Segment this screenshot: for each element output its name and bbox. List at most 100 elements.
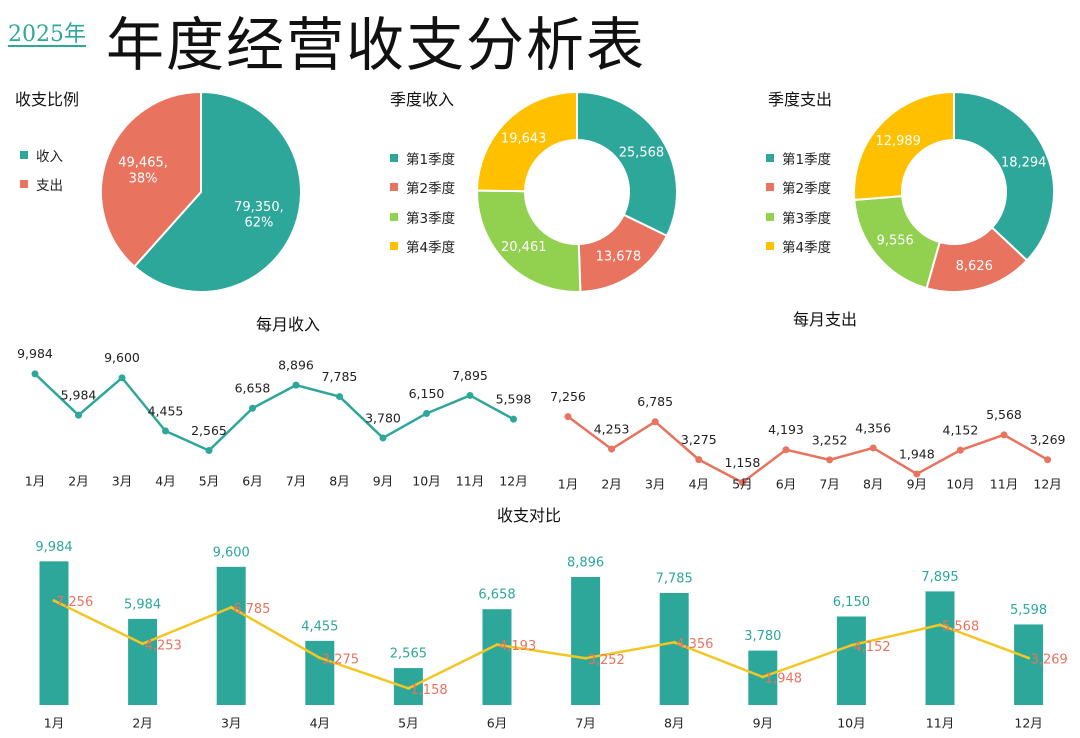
legend-item-q3: 第3季度	[390, 202, 455, 232]
compare-bar-11	[925, 591, 955, 705]
compare-x-tick-6: 6月	[487, 715, 507, 730]
m_expense-data-label-1: 7,256	[550, 389, 586, 404]
m_expense-x-tick-5: 5月	[732, 476, 752, 491]
m_expense-point-4	[695, 456, 703, 464]
legend-label: 第4季度	[406, 240, 456, 257]
m_expense-point-8	[869, 444, 877, 452]
m_income-x-tick-9: 9月	[373, 473, 393, 488]
compare-bar-label-11: 7,895	[921, 570, 958, 585]
legend-item-expense: 支出	[20, 170, 63, 200]
m_income-point-9	[379, 434, 387, 442]
legend-swatch	[390, 183, 398, 192]
m_expense-point-12	[1044, 456, 1052, 464]
compare-x-tick-5: 5月	[398, 715, 418, 730]
m_expense-data-label-5: 1,158	[725, 455, 761, 470]
compare-bar-label-12: 5,598	[1010, 603, 1047, 618]
legend-item-q1: 第1季度	[766, 143, 831, 173]
compare-bar-8	[659, 592, 689, 705]
compare-bar-1	[39, 561, 69, 705]
m_income-data-label-7: 8,896	[278, 357, 314, 372]
compare-x-tick-4: 4月	[310, 715, 330, 730]
m_income-data-label-12: 5,598	[496, 392, 532, 407]
m_expense-point-11	[1000, 431, 1008, 439]
year-label: 2025年	[8, 22, 86, 47]
legend-swatch	[766, 242, 774, 251]
compare-x-tick-12: 12月	[1014, 715, 1042, 730]
m_expense-point-1	[564, 413, 572, 421]
ratio-chart-title: 收支比例	[15, 90, 80, 109]
q_expense-slice-1	[953, 90, 1056, 262]
ratio-slice-1	[132, 90, 302, 293]
q_expense-slice-label-1: 18,294	[1001, 155, 1047, 170]
legend-swatch	[20, 180, 28, 189]
compare-bar-label-6: 6,658	[478, 588, 515, 603]
m_income-data-label-8: 7,785	[322, 369, 358, 384]
compare-expense-point-7	[584, 656, 588, 660]
compare-chart-title: 收支对比	[497, 506, 562, 525]
legend-label: 第1季度	[782, 151, 832, 168]
legend-label: 第2季度	[406, 181, 456, 198]
legend-item-q4: 第4季度	[390, 232, 455, 262]
m_income-data-label-9: 3,780	[365, 410, 401, 425]
compare-x-tick-2: 2月	[132, 715, 152, 730]
m_expense-data-label-9: 1,948	[899, 446, 935, 461]
m_expense-data-label-4: 3,275	[681, 432, 717, 447]
q-expense-chart-title: 季度支出	[768, 90, 833, 109]
compare-line-label-2: 4,253	[145, 638, 182, 653]
compare-bar-label-5: 2,565	[390, 647, 427, 662]
m_income-x-tick-6: 6月	[242, 473, 262, 488]
m_expense-x-tick-4: 4月	[689, 476, 709, 491]
q_income-slice-3	[476, 189, 582, 293]
compare-expense-point-8	[672, 640, 676, 644]
m_expense-x-tick-10: 10月	[946, 476, 974, 491]
m_income-data-label-10: 6,150	[409, 386, 445, 401]
q_income-slice-1	[576, 90, 678, 238]
compare-line-label-6: 4,193	[499, 639, 536, 654]
legend-label: 第3季度	[782, 210, 832, 227]
compare-bar-label-3: 9,600	[213, 545, 250, 560]
m_income-point-5	[205, 447, 213, 455]
q_income-slice-label-3: 20,461	[501, 240, 547, 255]
compare-x-tick-1: 1月	[44, 715, 64, 730]
m_expense-x-tick-1: 1月	[558, 476, 578, 491]
compare-line-label-12: 3,269	[1031, 653, 1068, 668]
m-expense-chart-title: 每月支出	[793, 310, 858, 329]
m_expense-x-tick-7: 7月	[819, 476, 839, 491]
compare-line-label-9: 1,948	[765, 672, 802, 687]
compare-expense-point-5	[406, 686, 410, 690]
m_income-point-10	[423, 409, 430, 417]
legend-label: 第1季度	[406, 151, 456, 168]
legend-swatch	[390, 212, 398, 221]
compare-line-label-11: 5,568	[942, 619, 979, 634]
m_income-x-tick-8: 8月	[329, 473, 349, 488]
m_income-x-tick-1: 1月	[25, 473, 45, 488]
compare-bar-6	[482, 609, 512, 705]
legend-swatch	[766, 153, 774, 162]
m_expense-point-6	[782, 446, 790, 454]
legend-swatch	[766, 212, 774, 221]
m_income-data-label-3: 9,600	[104, 350, 140, 365]
legend-swatch	[390, 242, 398, 251]
compare-expense-point-11	[938, 623, 942, 627]
legend-swatch	[390, 153, 398, 162]
m_income-x-tick-3: 3月	[112, 473, 132, 488]
m_income-point-11	[466, 391, 474, 399]
compare-bar-label-2: 5,984	[124, 597, 161, 612]
compare-bar-7	[571, 576, 601, 705]
ratio-slice-label-2: 49,465, 38%	[118, 156, 168, 187]
compare-expense-point-4	[318, 656, 322, 660]
m-income-chart-title: 每月收入	[256, 315, 321, 334]
compare-expense-point-12	[1027, 656, 1031, 660]
compare-line-label-8: 4,356	[676, 637, 713, 652]
compare-line-label-4: 3,275	[322, 652, 359, 667]
compare-expense-point-10	[849, 643, 853, 647]
q_income-slice-label-2: 13,678	[596, 249, 642, 264]
compare-bar-label-8: 7,785	[656, 572, 693, 587]
m_income-point-1	[31, 370, 39, 378]
page-title: 年度经营收支分析表	[106, 11, 647, 79]
compare-bar-label-7: 8,896	[567, 556, 604, 571]
m_income-point-8	[336, 393, 343, 401]
compare-expense-point-1	[52, 599, 56, 603]
compare-expense-point-9	[761, 675, 765, 679]
